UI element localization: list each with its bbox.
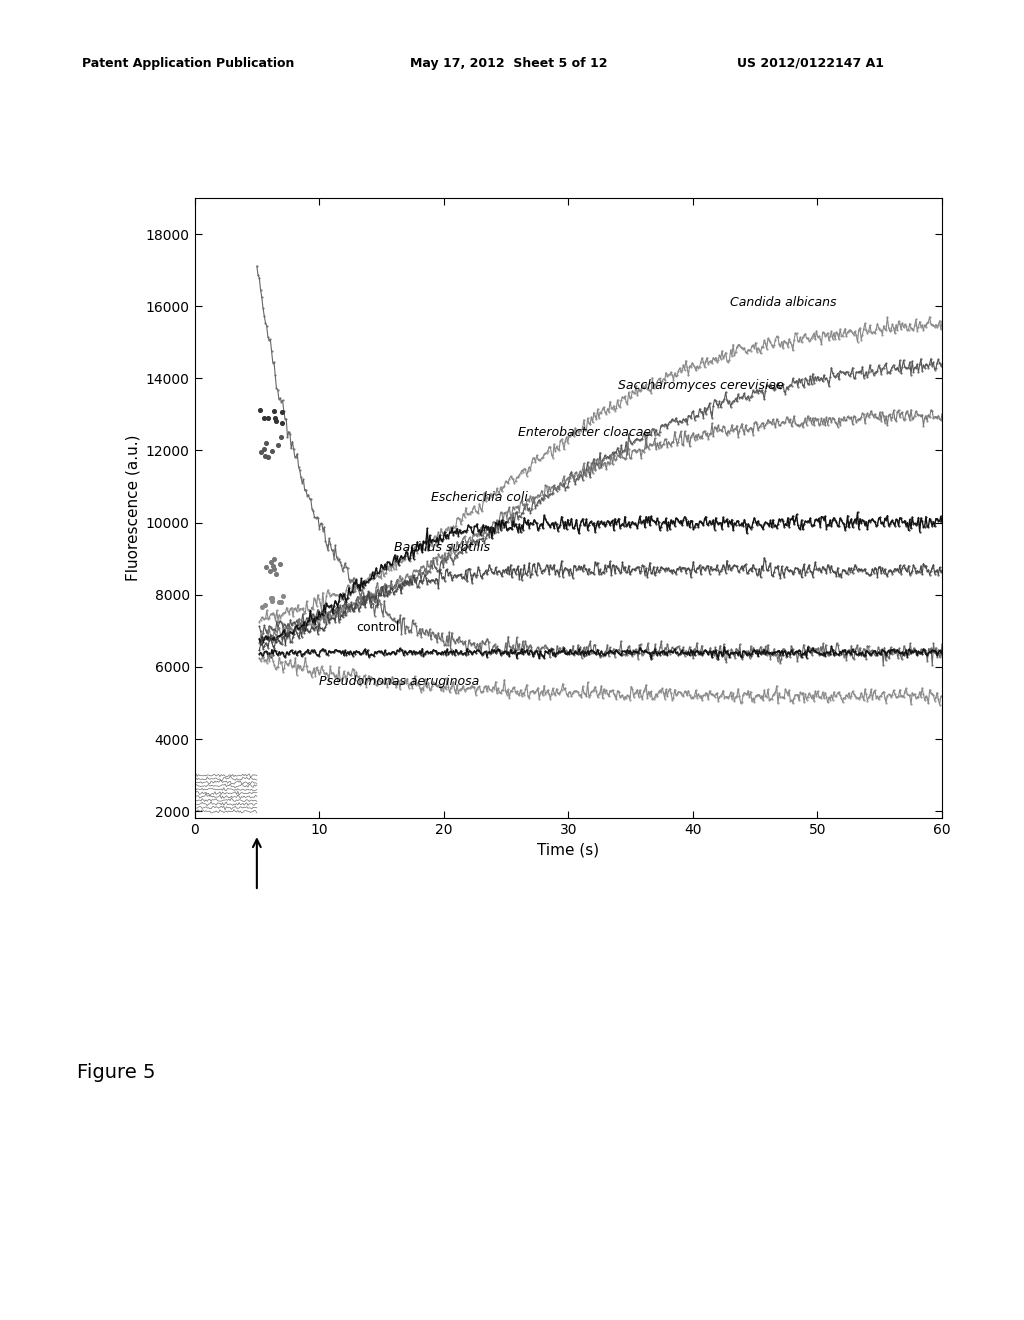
Point — [254, 597, 270, 618]
Point — [263, 587, 280, 609]
Point — [266, 408, 283, 429]
Y-axis label: Fluorescence (a.u.): Fluorescence (a.u.) — [125, 436, 140, 581]
Point — [266, 558, 283, 579]
Point — [258, 433, 274, 454]
Point — [264, 587, 281, 609]
Point — [257, 594, 273, 615]
Text: Figure 5: Figure 5 — [77, 1063, 156, 1081]
Text: Bacillus subtilis: Bacillus subtilis — [394, 541, 490, 554]
Point — [267, 411, 284, 432]
Text: control: control — [356, 620, 400, 634]
Point — [273, 412, 290, 433]
Point — [267, 564, 284, 585]
Point — [256, 407, 272, 428]
Text: Pseudomonas aeruginosa: Pseudomonas aeruginosa — [319, 675, 479, 688]
Point — [266, 548, 283, 569]
Text: Enterobacter cloacae: Enterobacter cloacae — [518, 426, 651, 440]
Point — [272, 553, 289, 574]
Point — [265, 400, 282, 421]
Point — [273, 591, 290, 612]
Point — [271, 591, 288, 612]
Point — [258, 556, 274, 577]
Point — [257, 446, 273, 467]
Point — [264, 441, 281, 462]
Text: Saccharomyces cerevisiae: Saccharomyces cerevisiae — [618, 379, 784, 392]
Point — [269, 434, 286, 455]
Point — [253, 442, 269, 463]
Text: Escherichia coli: Escherichia coli — [431, 491, 528, 504]
Point — [252, 400, 268, 421]
Point — [272, 426, 289, 447]
X-axis label: Time (s): Time (s) — [538, 842, 599, 858]
Point — [274, 401, 291, 422]
Text: May 17, 2012  Sheet 5 of 12: May 17, 2012 Sheet 5 of 12 — [410, 57, 607, 70]
Text: Patent Application Publication: Patent Application Publication — [82, 57, 294, 70]
Point — [263, 590, 280, 611]
Point — [262, 552, 279, 573]
Point — [260, 408, 276, 429]
Point — [262, 561, 279, 582]
Point — [274, 586, 291, 607]
Text: Candida albicans: Candida albicans — [730, 296, 837, 309]
Point — [260, 446, 276, 467]
Point — [256, 438, 272, 459]
Text: US 2012/0122147 A1: US 2012/0122147 A1 — [737, 57, 885, 70]
Point — [264, 556, 281, 577]
